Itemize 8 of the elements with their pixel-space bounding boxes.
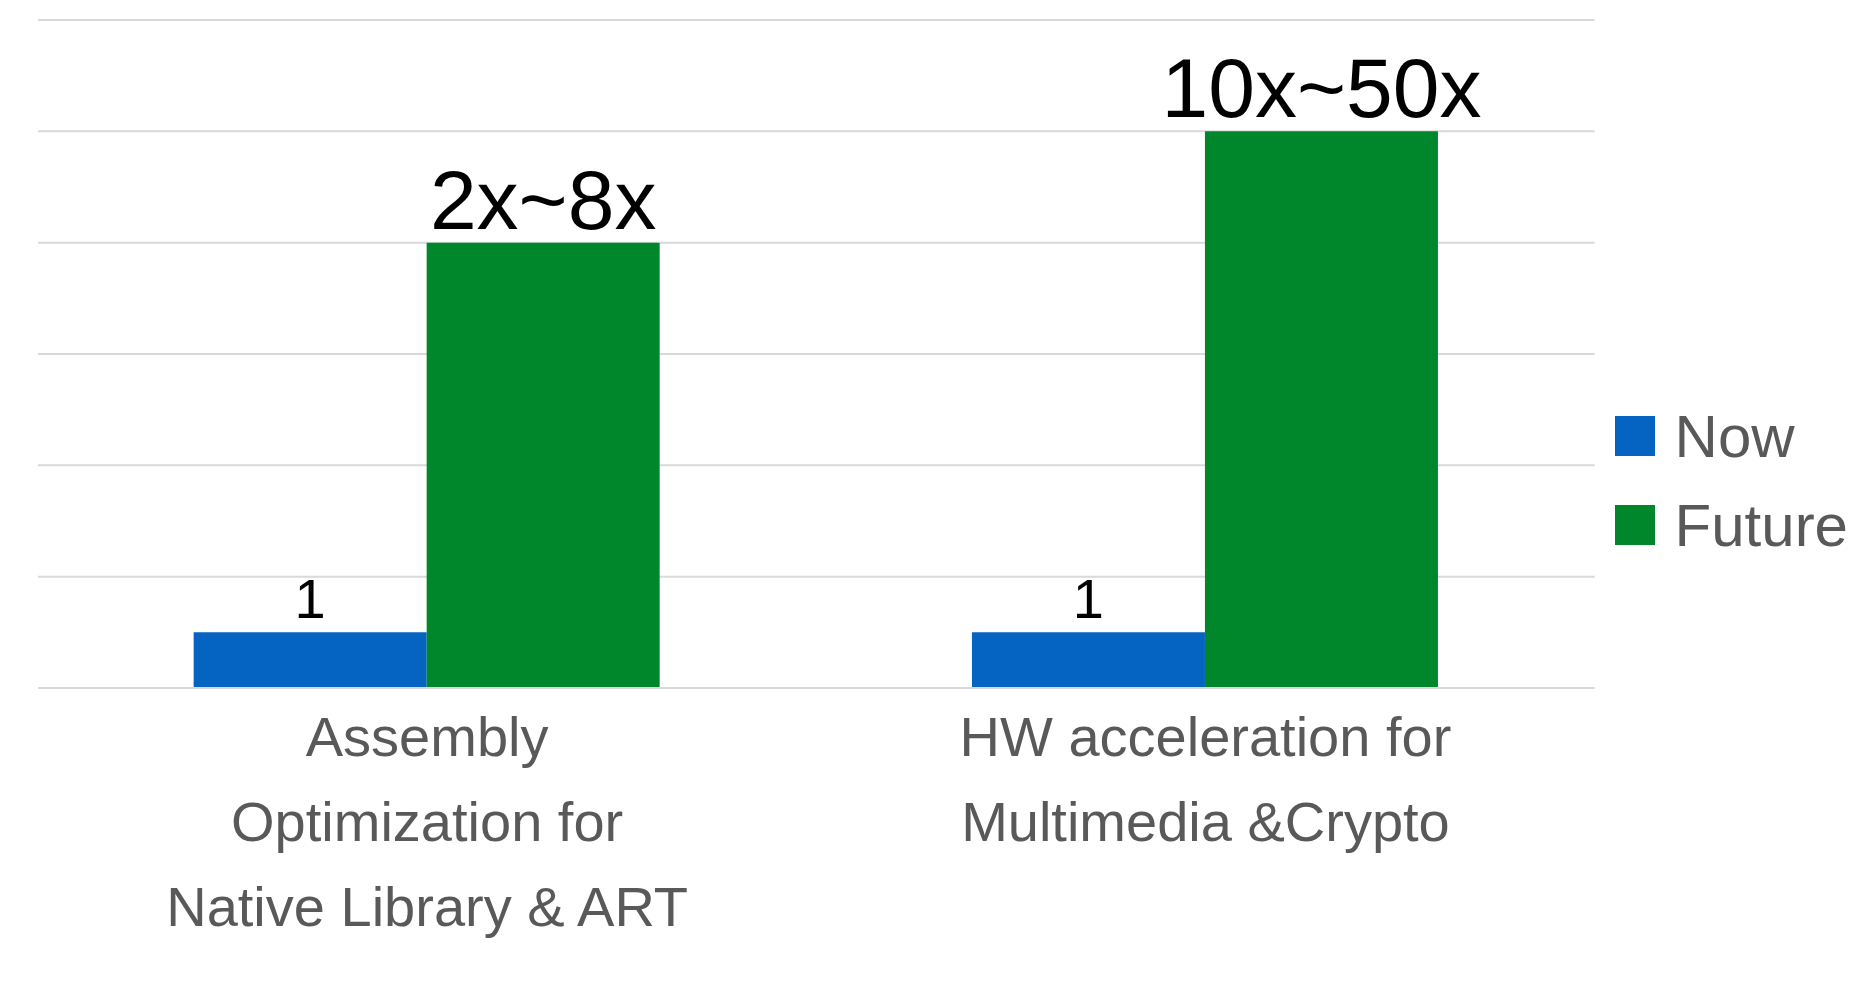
- legend-label: Future: [1674, 490, 1848, 560]
- data-label: 1: [294, 567, 326, 631]
- x-tick-label: HW acceleration for Multimedia &Crypto: [959, 705, 1452, 853]
- x-tick-label: Assembly Optimization for Native Library & ART: [166, 705, 689, 938]
- data-label: 1: [1072, 567, 1105, 631]
- legend-label: Now: [1674, 401, 1795, 471]
- data-label: 2x~8x: [429, 152, 657, 247]
- data-label: 10x~50x: [1161, 41, 1482, 136]
